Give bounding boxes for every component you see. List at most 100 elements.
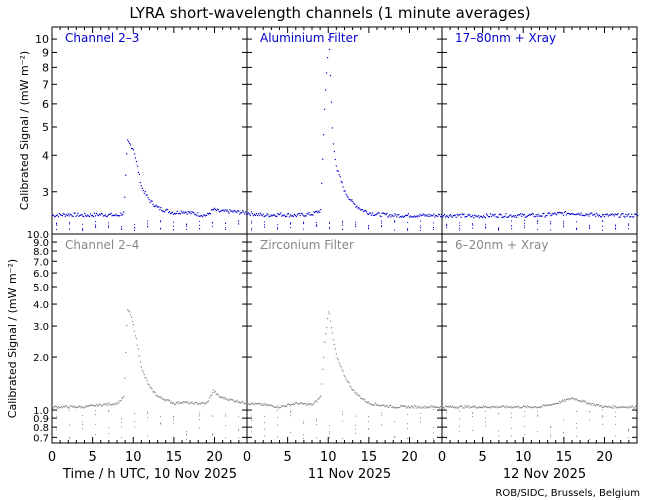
data-point <box>511 417 513 419</box>
data-point <box>524 411 526 413</box>
data-point <box>220 210 222 212</box>
data-point <box>100 405 102 407</box>
data-point <box>518 214 520 216</box>
data-point <box>106 215 108 218</box>
data-point <box>292 215 295 217</box>
data-point <box>173 212 176 215</box>
data-point <box>263 403 265 405</box>
data-point <box>541 215 543 217</box>
data-point <box>303 215 305 217</box>
data-point <box>268 216 270 218</box>
data-point <box>580 212 582 214</box>
data-point <box>525 407 528 409</box>
data-point <box>182 211 184 213</box>
data-point <box>138 173 140 175</box>
data-point <box>455 216 457 218</box>
data-point <box>422 213 424 215</box>
data-point <box>498 227 500 229</box>
data-point <box>186 213 188 215</box>
data-point <box>576 227 578 229</box>
data-point <box>634 213 636 215</box>
data-point <box>521 213 524 215</box>
data-point <box>225 227 227 229</box>
data-point <box>269 215 271 217</box>
data-point <box>199 419 201 421</box>
data-point <box>178 212 180 214</box>
data-point <box>578 400 580 402</box>
data-point <box>399 406 401 409</box>
data-point <box>563 224 565 226</box>
data-point <box>147 220 149 222</box>
data-point <box>615 225 617 227</box>
data-point <box>174 403 177 405</box>
data-point <box>81 214 83 216</box>
data-point <box>128 141 130 143</box>
data-point <box>121 214 123 216</box>
data-point <box>367 213 370 216</box>
data-point <box>307 403 309 406</box>
data-point <box>83 407 85 409</box>
data-point <box>435 406 437 408</box>
data-point <box>485 406 488 408</box>
data-point <box>576 427 578 429</box>
data-point <box>238 223 240 225</box>
data-point <box>228 399 230 401</box>
data-point <box>219 210 221 213</box>
data-point <box>354 203 356 206</box>
data-point <box>238 437 240 439</box>
data-point <box>251 228 253 230</box>
data-point <box>262 213 264 215</box>
data-point <box>275 406 277 408</box>
data-point <box>58 407 61 409</box>
data-point <box>433 427 435 429</box>
data-point <box>496 407 498 409</box>
data-point <box>284 405 286 407</box>
data-point <box>159 396 161 398</box>
data-point <box>607 405 609 407</box>
data-point <box>199 402 201 404</box>
data-point <box>138 355 140 357</box>
data-point <box>91 404 94 406</box>
data-point <box>197 212 199 214</box>
data-point <box>125 174 127 176</box>
data-point <box>517 214 519 216</box>
data-point <box>412 407 414 409</box>
data-point <box>401 216 403 218</box>
data-point <box>267 404 269 406</box>
data-point <box>625 213 627 215</box>
data-point <box>353 202 355 205</box>
data-point <box>160 416 162 418</box>
data-point <box>495 216 497 218</box>
data-point <box>431 405 433 408</box>
data-point <box>407 405 410 407</box>
data-point <box>361 208 363 211</box>
data-point <box>207 400 209 403</box>
data-point <box>342 224 344 226</box>
data-point <box>466 405 468 407</box>
data-point <box>216 393 218 395</box>
data-point <box>503 216 505 218</box>
data-point <box>574 213 576 216</box>
panel-label: 6–20nm + Xray <box>455 238 549 252</box>
data-point <box>481 406 483 409</box>
data-point <box>141 187 143 189</box>
data-point <box>582 214 584 217</box>
data-point <box>117 401 119 403</box>
data-point <box>498 229 500 231</box>
data-point <box>436 215 438 217</box>
data-point <box>623 406 625 408</box>
data-point <box>305 404 307 406</box>
data-point <box>86 215 88 217</box>
data-point <box>198 403 200 405</box>
data-point <box>563 220 565 222</box>
data-point <box>309 403 311 406</box>
x-day-label: Time / h UTC, 10 Nov 2025 <box>62 467 237 482</box>
data-point <box>632 216 634 218</box>
data-point <box>153 390 155 393</box>
data-point <box>241 401 243 403</box>
data-point <box>542 213 544 215</box>
data-point <box>277 409 279 411</box>
data-point <box>529 406 531 408</box>
data-point <box>433 227 435 229</box>
data-point <box>90 404 92 406</box>
